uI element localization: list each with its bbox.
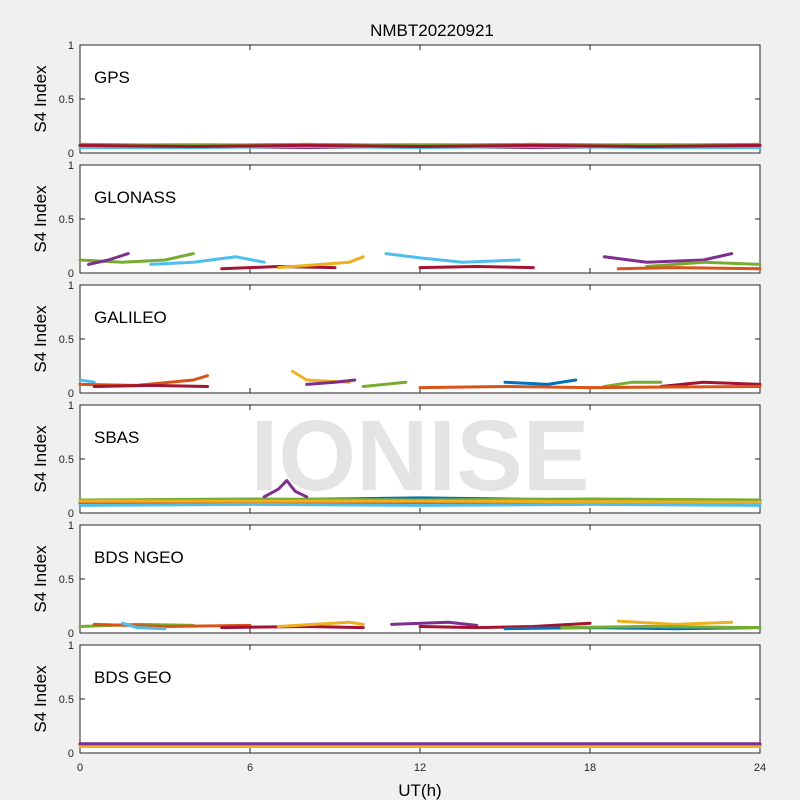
subplot-glonass: 0 0.5 1 S4 Index GLONASS [31, 160, 762, 280]
y-axis-label: S4 Index [31, 425, 50, 493]
y-tick-label: 0.5 [59, 694, 74, 706]
y-tick-label: 1 [68, 160, 74, 172]
series-track [78, 143, 762, 148]
series-track [276, 255, 365, 270]
y-tick-label: 1 [68, 520, 74, 532]
series-track [149, 255, 266, 266]
plot-area [79, 44, 761, 154]
series-track [305, 378, 357, 386]
y-tick-label: 0 [68, 268, 74, 280]
series-track [78, 378, 96, 384]
subplot-stack: 0 0.5 1 S4 Index GPS 0 0.5 1 S4 Index GLONASS 0 0.5… [31, 40, 766, 774]
y-tick-label: 0.5 [59, 574, 74, 586]
subplot-bds-geo: 0 0.5 1 0 6 12 18 24 S4 Index BDS GEO [31, 640, 766, 774]
subplot-bds-ngeo: 0 0.5 1 S4 Index BDS NGEO [31, 520, 762, 640]
panel-label: BDS GEO [94, 668, 171, 687]
plot-area [79, 644, 761, 754]
panel-label: GLONASS [94, 188, 176, 207]
series-track [92, 622, 252, 628]
y-axis-label: S4 Index [31, 545, 50, 613]
series-track [276, 620, 365, 628]
panel-label: SBAS [94, 428, 139, 447]
y-axis-label: S4 Index [31, 305, 50, 373]
plot-area [79, 404, 761, 514]
figure-title: NMBT20220921 [370, 21, 494, 40]
x-tick-label: 18 [584, 762, 596, 774]
watermark: IONISE [251, 400, 590, 512]
y-tick-label: 0 [68, 628, 74, 640]
plot-area [79, 284, 761, 394]
y-tick-label: 1 [68, 40, 74, 52]
y-tick-label: 0 [68, 388, 74, 400]
y-tick-label: 0 [68, 148, 74, 160]
series-track [121, 621, 167, 631]
series-track [92, 383, 209, 388]
panel-label: BDS NGEO [94, 548, 184, 567]
series-track [418, 265, 535, 270]
series-track [78, 499, 762, 504]
subplot-sbas: 0 0.5 1 S4 Index SBAS [31, 400, 762, 520]
series-track [78, 502, 762, 507]
series-track [418, 385, 762, 390]
series-track [560, 625, 762, 630]
plot-area [79, 524, 761, 634]
series-track [602, 252, 734, 264]
series-track [616, 266, 762, 271]
series-track [602, 380, 663, 388]
y-tick-label: 0.5 [59, 94, 74, 106]
y-tick-label: 0.5 [59, 334, 74, 346]
subplot-galileo: 0 0.5 1 S4 Index GALILEO [31, 280, 762, 400]
subplot-gps: 0 0.5 1 S4 Index GPS [31, 40, 762, 160]
panel-label: GPS [94, 68, 130, 87]
x-tick-label: 12 [414, 762, 426, 774]
x-tick-label: 24 [754, 762, 766, 774]
y-tick-label: 1 [68, 400, 74, 412]
x-tick-label: 6 [247, 762, 253, 774]
y-axis-label: S4 Index [31, 665, 50, 733]
series-track [418, 621, 592, 630]
y-axis-label: S4 Index [31, 65, 50, 133]
series-track [390, 620, 479, 627]
series-track [384, 252, 521, 264]
series-track [220, 625, 365, 630]
y-tick-label: 0 [68, 508, 74, 520]
y-tick-label: 1 [68, 640, 74, 652]
y-tick-label: 0.5 [59, 454, 74, 466]
series-track [616, 619, 734, 626]
panel-label: GALILEO [94, 308, 167, 327]
y-axis-label: S4 Index [31, 185, 50, 253]
series-track [262, 479, 309, 499]
series-track [645, 260, 762, 268]
y-tick-label: 0 [68, 748, 74, 760]
series-track [659, 380, 762, 388]
y-tick-label: 1 [68, 280, 74, 292]
series-track [503, 378, 578, 386]
y-tick-label: 0.5 [59, 214, 74, 226]
x-tick-label: 0 [77, 762, 83, 774]
series-track [361, 380, 408, 388]
x-axis-label: UT(h) [398, 781, 441, 800]
series-track [87, 252, 130, 266]
